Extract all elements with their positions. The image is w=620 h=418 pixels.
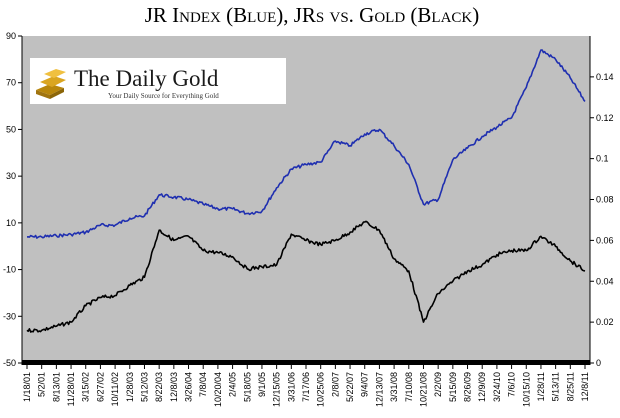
x-tick-label: 9/4/07 (360, 372, 370, 397)
x-tick-label: 7/6/10 (507, 372, 517, 397)
right-tick-label: 0 (596, 358, 601, 368)
x-tick-label: 10/25/06 (316, 372, 326, 407)
x-tick-label: 3/26/04 (184, 372, 194, 402)
x-tick-label: 5/12/03 (139, 372, 149, 402)
x-tick-label: 1/28/11 (536, 372, 546, 401)
right-tick-label: 0.1 (596, 154, 609, 164)
series-line-jr-index (26, 49, 586, 239)
x-tick-label: 12/8/11 (580, 372, 590, 401)
x-tick-label: 9/1/05 (257, 372, 267, 397)
right-axis-ticks: 0.14 0.12 0.1 0.08 0.06 0.04 0.02 0 (590, 72, 614, 368)
x-tick-label: 5/13/11 (551, 372, 561, 401)
x-tick-label: 2/8/07 (330, 372, 340, 397)
x-tick-label: 3/24/10 (492, 372, 502, 402)
logo-name: The Daily Gold (74, 66, 219, 91)
right-tick-label: 0.08 (596, 195, 614, 205)
right-tick-label: 0.04 (596, 276, 614, 286)
x-tick-label: 5/22/07 (345, 372, 355, 402)
left-tick-label: 90 (6, 31, 16, 41)
x-tick-label: 5/18/05 (242, 372, 252, 402)
x-tick-label: 7/17/06 (301, 372, 311, 402)
x-tick-label: 12/15/05 (272, 372, 282, 407)
x-tick-label: 11/28/01 (66, 372, 76, 406)
x-tick-label: 12/8/03 (169, 372, 179, 402)
left-tick-label: 30 (6, 171, 16, 181)
x-tick-label: 10/20/04 (213, 372, 223, 407)
baseline-bar (22, 360, 590, 365)
left-tick-label: 70 (6, 78, 16, 88)
left-tick-label: -30 (3, 311, 16, 321)
left-tick-label: 10 (6, 218, 16, 228)
logo: The Daily Gold Your Daily Source for Eve… (30, 58, 286, 104)
x-tick-label: 3/15/02 (81, 372, 91, 402)
x-tick-label: 10/11/02 (110, 372, 120, 406)
x-tick-label: 7/10/08 (404, 372, 414, 402)
right-tick-label: 0.12 (596, 113, 614, 123)
right-tick-label: 0.02 (596, 317, 614, 327)
left-tick-label: -50 (3, 358, 16, 368)
x-tick-label: 8/22/03 (154, 372, 164, 402)
x-tick-label: 12/13/07 (374, 372, 384, 407)
left-tick-label: -10 (3, 265, 16, 275)
x-tick-label: 10/21/08 (418, 372, 428, 407)
x-tick-label: 8/26/09 (463, 372, 473, 402)
left-tick-label: 50 (6, 124, 16, 134)
x-tick-label: 7/8/04 (198, 372, 208, 397)
x-tick-label: 2/2/09 (433, 372, 443, 397)
x-tick-label: 3/31/08 (389, 372, 399, 402)
chart-title: JR Index (Blue), JRs vs. Gold (Black) (145, 3, 480, 27)
x-tick-label: 10/15/10 (521, 372, 531, 407)
x-tick-label: 8/25/11 (565, 372, 575, 401)
right-tick-label: 0.06 (596, 235, 614, 245)
x-tick-label: 8/13/01 (51, 372, 61, 402)
x-tick-label: 6/27/02 (95, 372, 105, 402)
x-tick-label: 5/15/09 (448, 372, 458, 402)
x-tick-label: 12/9/09 (477, 372, 487, 402)
x-tick-label: 5/2/01 (37, 372, 47, 397)
x-tick-label: 3/31/06 (286, 372, 296, 402)
x-axis-ticks: 1/18/01 5/2/01 8/13/01 11/28/01 3/15/02 6/27/… (22, 365, 590, 407)
x-tick-label: 1/18/01 (22, 372, 32, 402)
series-line-jrs-vs-gold (26, 220, 586, 333)
series-layer (26, 49, 586, 333)
left-axis-ticks: 90 70 50 30 10 -10 -30 -50 (3, 31, 22, 368)
logo-tagline: Your Daily Source for Everything Gold (108, 92, 219, 100)
right-tick-label: 0.14 (596, 72, 614, 82)
x-tick-label: 1/28/03 (125, 372, 135, 402)
x-tick-label: 2/4/05 (228, 372, 238, 397)
gold-bars-icon (36, 69, 66, 99)
logo-background (30, 58, 286, 104)
